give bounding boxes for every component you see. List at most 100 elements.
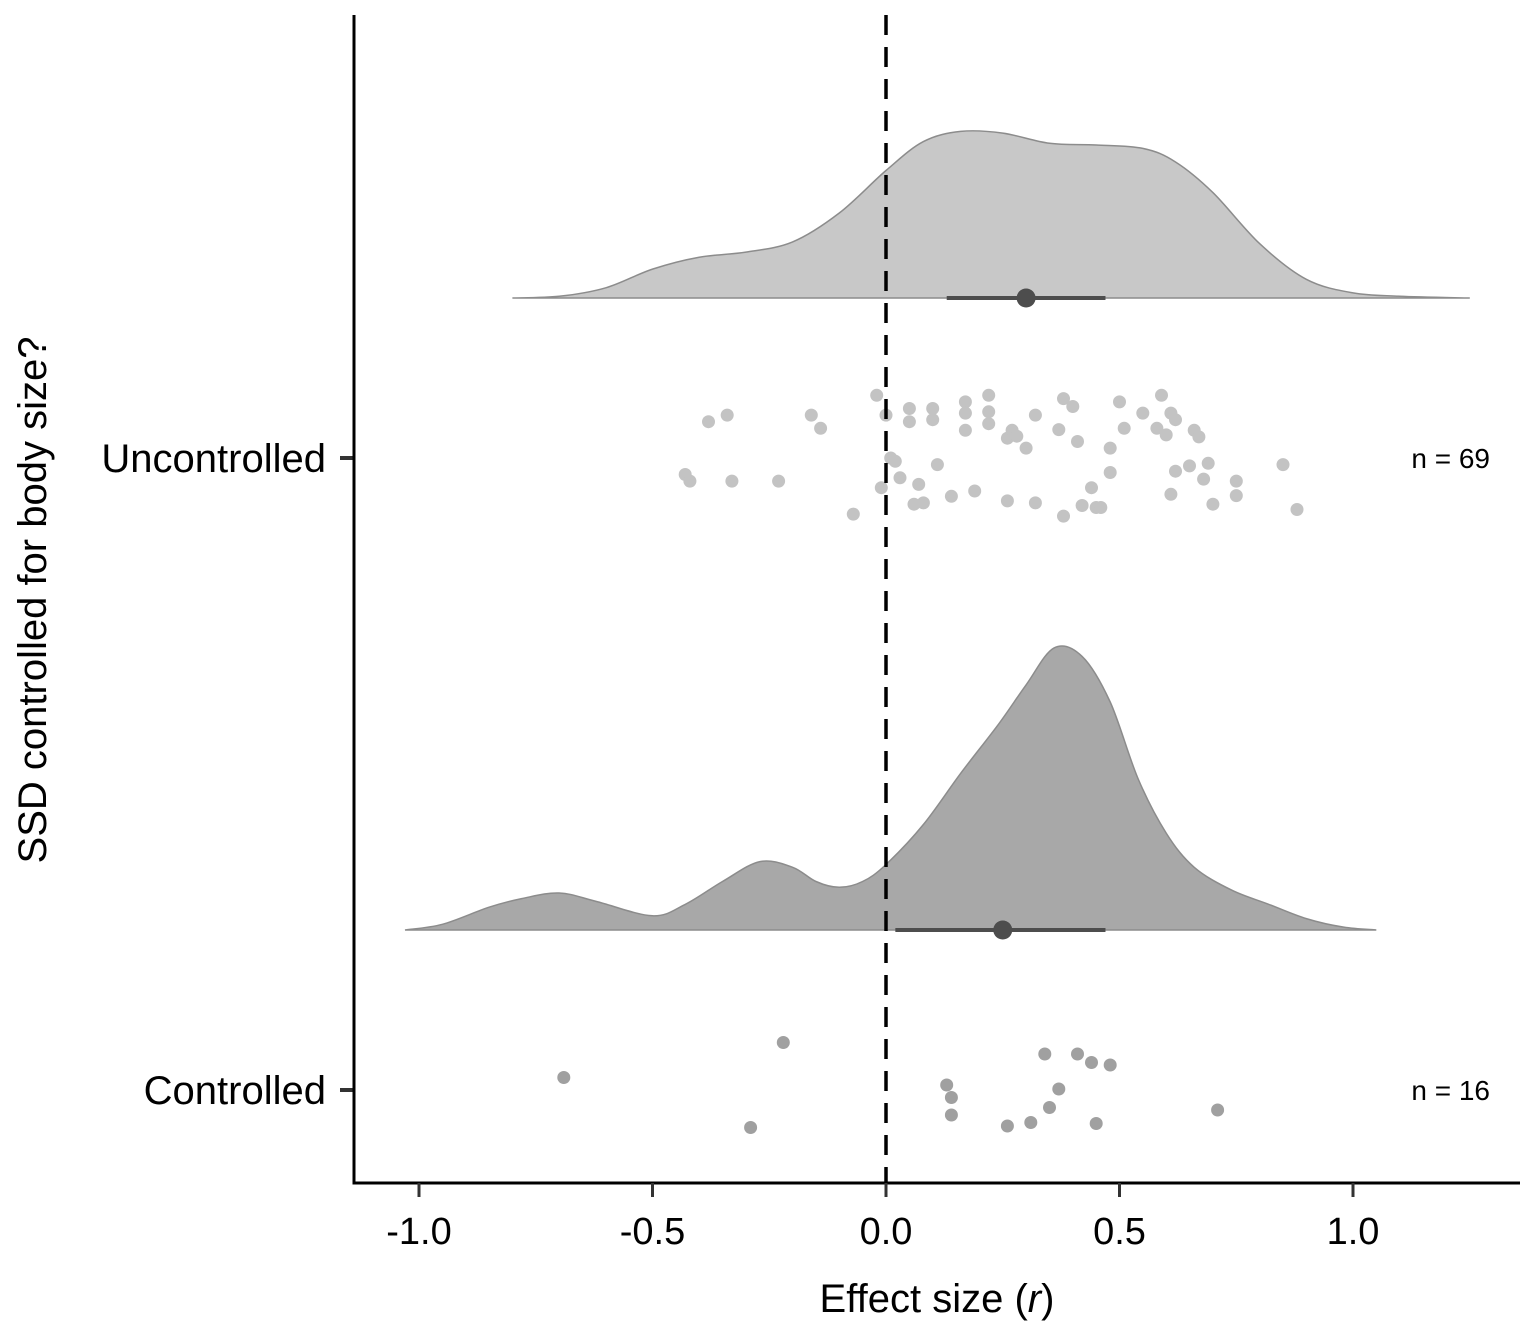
data-point-uncontrolled bbox=[902, 415, 916, 429]
data-point-uncontrolled bbox=[1229, 489, 1243, 503]
data-point-uncontrolled bbox=[1169, 413, 1182, 427]
data-point-uncontrolled bbox=[1028, 408, 1042, 422]
x-tick-label: 0.5 bbox=[1093, 1211, 1146, 1253]
y-category-label-uncontrolled: Uncontrolled bbox=[101, 437, 326, 481]
data-point-controlled bbox=[944, 1108, 958, 1122]
data-point-uncontrolled bbox=[1010, 429, 1024, 443]
data-point-controlled bbox=[1211, 1103, 1225, 1117]
data-point-uncontrolled bbox=[1192, 430, 1206, 444]
data-point-uncontrolled bbox=[1103, 466, 1117, 479]
data-point-uncontrolled bbox=[1094, 501, 1108, 514]
data-point-uncontrolled bbox=[944, 489, 958, 503]
mean-point-uncontrolled bbox=[1016, 288, 1036, 308]
data-point-uncontrolled bbox=[1150, 421, 1164, 435]
data-point-uncontrolled bbox=[1057, 509, 1070, 523]
data-point-uncontrolled bbox=[1159, 428, 1173, 442]
data-point-controlled bbox=[776, 1036, 790, 1049]
density-clouds bbox=[404, 130, 1470, 931]
x-tick-label: 1.0 bbox=[1327, 1211, 1380, 1253]
mean-point-controlled bbox=[993, 920, 1013, 940]
data-point-uncontrolled bbox=[683, 474, 697, 488]
data-point-uncontrolled bbox=[930, 458, 944, 472]
mean-ci-summaries bbox=[895, 288, 1106, 940]
data-point-uncontrolled bbox=[725, 474, 739, 488]
data-point-uncontrolled bbox=[982, 405, 996, 419]
x-tick-label: -1.0 bbox=[386, 1211, 451, 1253]
x-axis-title-close: ) bbox=[1041, 1277, 1054, 1321]
data-point-controlled bbox=[1103, 1058, 1117, 1072]
data-point-uncontrolled bbox=[893, 471, 907, 485]
data-point-uncontrolled bbox=[1028, 496, 1042, 510]
x-axis-title-text: Effect size ( bbox=[820, 1277, 1029, 1321]
y-category-label-controlled: Controlled bbox=[144, 1069, 326, 1113]
data-point-uncontrolled bbox=[916, 496, 930, 510]
data-point-uncontrolled bbox=[1075, 499, 1089, 512]
data-point-controlled bbox=[1038, 1047, 1052, 1061]
data-point-uncontrolled bbox=[1103, 441, 1117, 455]
data-point-uncontrolled bbox=[1229, 474, 1243, 488]
data-point-uncontrolled bbox=[1169, 464, 1182, 478]
raw-data-points: n = 69 n = 16 bbox=[557, 388, 1490, 1134]
data-point-uncontrolled bbox=[720, 408, 734, 422]
data-point-uncontrolled bbox=[968, 484, 982, 498]
x-axis-title: Effect size (r) bbox=[820, 1277, 1055, 1321]
data-point-controlled bbox=[940, 1078, 954, 1092]
data-point-controlled bbox=[557, 1071, 571, 1084]
data-point-uncontrolled bbox=[926, 413, 940, 427]
n-label-controlled: n = 16 bbox=[1411, 1075, 1490, 1106]
data-point-controlled bbox=[1071, 1047, 1084, 1061]
data-point-uncontrolled bbox=[846, 507, 860, 521]
data-point-uncontrolled bbox=[1155, 388, 1168, 402]
data-point-uncontrolled bbox=[888, 454, 902, 468]
n-label-uncontrolled: n = 69 bbox=[1411, 443, 1490, 474]
x-axis-title-italic: r bbox=[1028, 1277, 1043, 1321]
data-point-uncontrolled bbox=[870, 388, 884, 402]
data-point-controlled bbox=[1089, 1117, 1103, 1130]
x-tick-label: -0.5 bbox=[620, 1211, 685, 1253]
data-point-uncontrolled bbox=[1164, 487, 1178, 501]
axis-labels: SSD controlled for body size? Effect siz… bbox=[11, 337, 1054, 1321]
data-point-uncontrolled bbox=[772, 474, 786, 488]
data-point-uncontrolled bbox=[1201, 456, 1215, 470]
data-point-controlled bbox=[1000, 1119, 1014, 1133]
data-point-uncontrolled bbox=[1290, 503, 1304, 516]
data-point-uncontrolled bbox=[702, 415, 715, 429]
data-point-uncontrolled bbox=[804, 408, 818, 422]
data-point-controlled bbox=[944, 1091, 958, 1104]
data-point-uncontrolled bbox=[1019, 441, 1033, 455]
data-point-uncontrolled bbox=[1071, 435, 1084, 448]
data-point-controlled bbox=[1085, 1056, 1098, 1069]
data-point-uncontrolled bbox=[958, 395, 972, 409]
data-point-uncontrolled bbox=[1057, 392, 1070, 406]
data-point-controlled bbox=[1052, 1082, 1066, 1096]
data-point-uncontrolled bbox=[912, 477, 926, 491]
data-point-uncontrolled bbox=[1085, 481, 1098, 495]
axes: Uncontrolled Controlled -1.0 -0.5 0.0 0.5 1.0 bbox=[101, 15, 1520, 1253]
data-point-uncontrolled bbox=[1183, 459, 1196, 473]
y-axis-title: SSD controlled for body size? bbox=[11, 337, 55, 864]
data-point-uncontrolled bbox=[1136, 406, 1150, 420]
data-point-uncontrolled bbox=[982, 417, 996, 431]
data-point-uncontrolled bbox=[1052, 423, 1066, 437]
density-cloud-uncontrolled bbox=[512, 130, 1470, 299]
data-point-uncontrolled bbox=[1000, 494, 1014, 508]
data-point-uncontrolled bbox=[874, 481, 888, 495]
data-point-controlled bbox=[1024, 1116, 1038, 1129]
data-point-uncontrolled bbox=[1206, 497, 1220, 511]
data-point-controlled bbox=[1043, 1101, 1056, 1114]
data-point-uncontrolled bbox=[958, 406, 972, 420]
data-point-uncontrolled bbox=[982, 388, 996, 402]
density-cloud-controlled bbox=[404, 645, 1377, 931]
data-point-uncontrolled bbox=[814, 421, 828, 435]
data-point-uncontrolled bbox=[926, 402, 940, 415]
data-point-uncontrolled bbox=[1113, 395, 1126, 409]
data-point-uncontrolled bbox=[1066, 400, 1080, 413]
data-point-uncontrolled bbox=[1276, 458, 1290, 472]
data-point-uncontrolled bbox=[902, 402, 916, 415]
data-point-uncontrolled bbox=[1117, 421, 1131, 435]
data-point-controlled bbox=[744, 1121, 758, 1134]
data-point-uncontrolled bbox=[958, 423, 972, 437]
data-point-uncontrolled bbox=[1197, 472, 1211, 486]
x-tick-label: 0.0 bbox=[860, 1211, 913, 1253]
